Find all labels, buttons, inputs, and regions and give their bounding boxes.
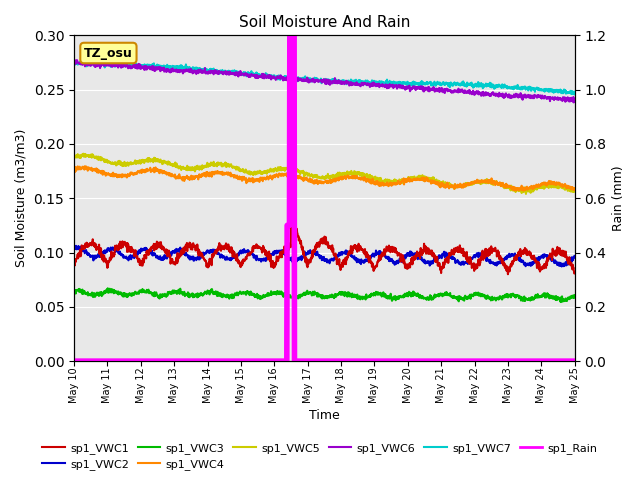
sp1_VWC6 bbox=[130, 63, 138, 69]
sp1_VWC5 bbox=[109, 160, 117, 166]
sp1_VWC4 bbox=[109, 170, 117, 176]
sp1_VWC6 bbox=[70, 62, 78, 68]
sp1_Rain bbox=[302, 358, 310, 364]
sp1_VWC2 bbox=[558, 264, 566, 269]
sp1_Rain bbox=[571, 358, 579, 364]
sp1_VWC1 bbox=[129, 247, 137, 253]
sp1_VWC4 bbox=[355, 175, 363, 180]
sp1_VWC6 bbox=[302, 78, 310, 84]
Line: sp1_VWC3: sp1_VWC3 bbox=[74, 288, 575, 302]
sp1_VWC1 bbox=[571, 269, 579, 275]
sp1_VWC6 bbox=[293, 76, 301, 82]
sp1_VWC7 bbox=[70, 61, 78, 67]
sp1_VWC4 bbox=[293, 173, 301, 179]
sp1_VWC6 bbox=[355, 82, 363, 87]
Line: sp1_VWC2: sp1_VWC2 bbox=[74, 246, 575, 266]
sp1_VWC4 bbox=[520, 188, 527, 193]
Title: Soil Moisture And Rain: Soil Moisture And Rain bbox=[239, 15, 410, 30]
sp1_VWC3 bbox=[70, 288, 78, 293]
sp1_VWC7 bbox=[109, 60, 116, 66]
Y-axis label: Rain (mm): Rain (mm) bbox=[612, 166, 625, 231]
X-axis label: Time: Time bbox=[309, 409, 340, 422]
Line: sp1_Rain: sp1_Rain bbox=[74, 36, 575, 361]
sp1_VWC4 bbox=[70, 167, 78, 173]
sp1_VWC5 bbox=[293, 166, 301, 172]
sp1_VWC7 bbox=[302, 76, 310, 82]
sp1_Rain bbox=[283, 358, 291, 364]
sp1_VWC3 bbox=[557, 299, 565, 305]
sp1_VWC7 bbox=[129, 61, 137, 67]
sp1_VWC3 bbox=[130, 292, 138, 298]
sp1_VWC5 bbox=[355, 169, 363, 175]
sp1_VWC3 bbox=[283, 294, 291, 300]
sp1_VWC2 bbox=[109, 245, 117, 251]
sp1_Rain bbox=[129, 358, 137, 364]
sp1_VWC1 bbox=[109, 252, 116, 258]
sp1_VWC1 bbox=[283, 247, 291, 253]
sp1_VWC5 bbox=[130, 161, 138, 167]
sp1_VWC6 bbox=[109, 62, 117, 68]
Legend: sp1_VWC1, sp1_VWC2, sp1_VWC3, sp1_VWC4, sp1_VWC5, sp1_VWC6, sp1_VWC7, sp1_Rain: sp1_VWC1, sp1_VWC2, sp1_VWC3, sp1_VWC4, … bbox=[38, 438, 602, 474]
sp1_VWC6 bbox=[570, 99, 577, 105]
sp1_VWC5 bbox=[70, 154, 78, 159]
sp1_VWC1 bbox=[302, 260, 310, 265]
sp1_VWC2 bbox=[571, 253, 579, 259]
sp1_VWC4 bbox=[302, 177, 310, 183]
sp1_Rain bbox=[109, 358, 116, 364]
sp1_VWC7 bbox=[355, 77, 363, 83]
sp1_VWC4 bbox=[283, 172, 291, 178]
Y-axis label: Soil Moisture (m3/m3): Soil Moisture (m3/m3) bbox=[15, 129, 28, 267]
sp1_VWC5 bbox=[302, 169, 310, 175]
sp1_VWC2 bbox=[302, 251, 310, 256]
Text: TZ_osu: TZ_osu bbox=[84, 47, 132, 60]
sp1_VWC5 bbox=[283, 166, 291, 171]
sp1_VWC6 bbox=[283, 77, 291, 83]
Line: sp1_VWC7: sp1_VWC7 bbox=[74, 61, 575, 95]
sp1_VWC7 bbox=[570, 92, 578, 97]
sp1_VWC7 bbox=[130, 59, 138, 64]
sp1_VWC2 bbox=[72, 243, 80, 249]
sp1_VWC7 bbox=[571, 89, 579, 95]
sp1_VWC4 bbox=[571, 185, 579, 191]
sp1_VWC6 bbox=[571, 97, 579, 103]
Line: sp1_VWC5: sp1_VWC5 bbox=[74, 154, 575, 194]
sp1_VWC7 bbox=[293, 75, 301, 81]
Line: sp1_VWC1: sp1_VWC1 bbox=[74, 216, 575, 274]
sp1_VWC1 bbox=[355, 248, 363, 253]
sp1_VWC1 bbox=[287, 214, 295, 219]
sp1_VWC5 bbox=[571, 188, 579, 194]
sp1_VWC2 bbox=[293, 258, 301, 264]
sp1_VWC1 bbox=[70, 258, 78, 264]
sp1_VWC3 bbox=[355, 296, 363, 301]
sp1_VWC6 bbox=[73, 57, 81, 63]
sp1_VWC3 bbox=[293, 294, 301, 300]
sp1_Rain bbox=[286, 33, 294, 38]
sp1_VWC2 bbox=[283, 254, 291, 260]
sp1_VWC3 bbox=[109, 289, 117, 295]
sp1_VWC3 bbox=[571, 293, 579, 299]
Line: sp1_VWC4: sp1_VWC4 bbox=[74, 166, 575, 191]
Line: sp1_VWC6: sp1_VWC6 bbox=[74, 60, 575, 102]
sp1_VWC5 bbox=[79, 151, 87, 156]
sp1_VWC2 bbox=[70, 245, 78, 251]
sp1_VWC3 bbox=[302, 290, 310, 296]
sp1_VWC4 bbox=[81, 163, 88, 169]
sp1_VWC7 bbox=[283, 76, 291, 82]
sp1_Rain bbox=[70, 358, 78, 364]
sp1_VWC2 bbox=[130, 252, 138, 258]
sp1_VWC5 bbox=[522, 191, 530, 197]
sp1_VWC4 bbox=[130, 171, 138, 177]
sp1_VWC1 bbox=[504, 271, 512, 277]
sp1_VWC2 bbox=[355, 257, 363, 263]
sp1_Rain bbox=[293, 358, 301, 364]
sp1_Rain bbox=[355, 358, 363, 364]
sp1_VWC3 bbox=[104, 286, 111, 291]
sp1_VWC1 bbox=[293, 230, 301, 236]
